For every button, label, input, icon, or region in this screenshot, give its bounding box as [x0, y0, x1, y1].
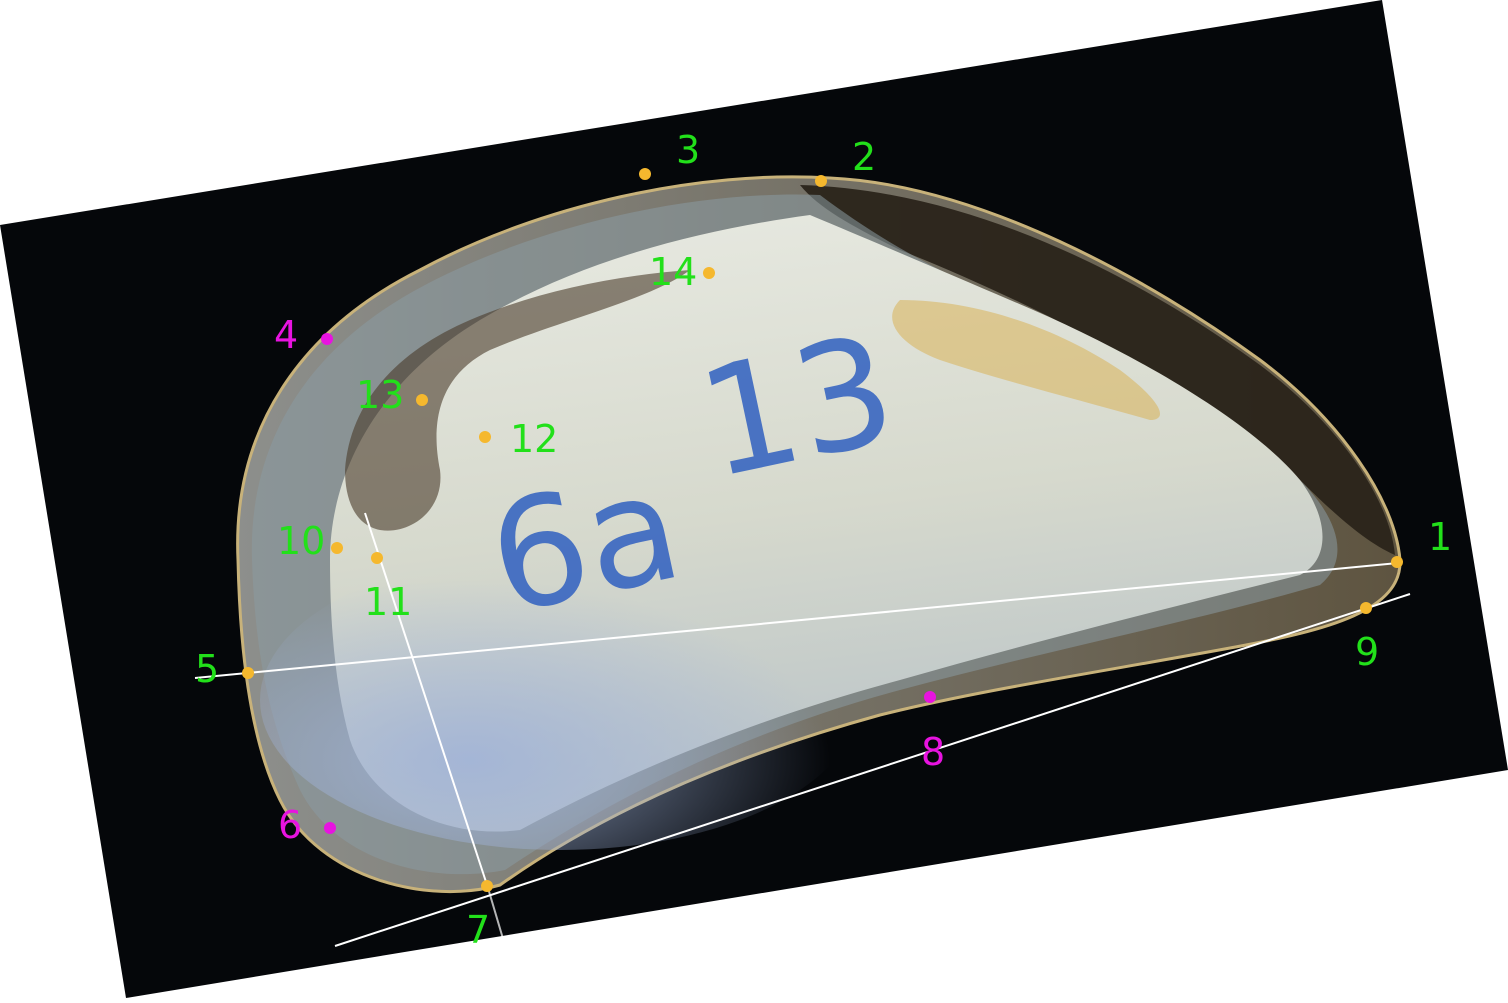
guide-line-7-tail — [487, 887, 523, 1003]
landmark-label-10: 10 — [277, 519, 325, 563]
landmark-point-3 — [639, 168, 651, 180]
landmark-labels: 1 2 3 4 5 6 7 8 9 10 11 12 13 14 — [195, 128, 1452, 952]
guide-line-11-7 — [364, 512, 489, 889]
landmark-point-7 — [481, 880, 493, 892]
landmark-points — [242, 168, 1403, 892]
muscle-scar — [345, 270, 690, 531]
landmark-label-12: 12 — [510, 417, 558, 461]
landmark-point-9 — [1360, 602, 1372, 614]
landmark-point-11 — [371, 552, 383, 564]
landmark-point-5 — [242, 667, 254, 679]
landmark-label-5: 5 — [195, 647, 219, 691]
landmark-label-3: 3 — [676, 128, 700, 172]
landmark-label-6: 6 — [278, 803, 302, 847]
landmark-point-6 — [324, 822, 336, 834]
landmark-point-8 — [924, 691, 936, 703]
landmark-label-4: 4 — [274, 313, 298, 357]
landmark-label-13: 13 — [356, 373, 404, 417]
guide-line-1-5 — [194, 562, 1399, 679]
landmark-point-14 — [703, 267, 715, 279]
hinge-stain — [892, 300, 1160, 420]
landmark-label-14: 14 — [649, 250, 697, 294]
landmark-label-8: 8 — [921, 730, 945, 774]
landmark-label-9: 9 — [1355, 630, 1379, 674]
landmark-point-13 — [416, 394, 428, 406]
landmark-label-1: 1 — [1428, 515, 1452, 559]
guide-line-7-9 — [334, 593, 1411, 947]
landmark-point-1 — [1391, 556, 1403, 568]
guide-lines — [194, 512, 1411, 1003]
landmark-label-7: 7 — [466, 908, 490, 952]
nacre-shading — [260, 550, 860, 850]
landmark-point-10 — [331, 542, 343, 554]
landmark-point-12 — [479, 431, 491, 443]
specimen-mark-left: 6a — [475, 439, 694, 648]
landmark-point-2 — [815, 175, 827, 187]
periostracum-band — [800, 185, 1395, 555]
landmark-label-11: 11 — [364, 580, 412, 624]
landmark-label-2: 2 — [852, 135, 876, 179]
landmark-point-4 — [321, 333, 333, 345]
specimen-mark-right: 13 — [686, 303, 909, 513]
